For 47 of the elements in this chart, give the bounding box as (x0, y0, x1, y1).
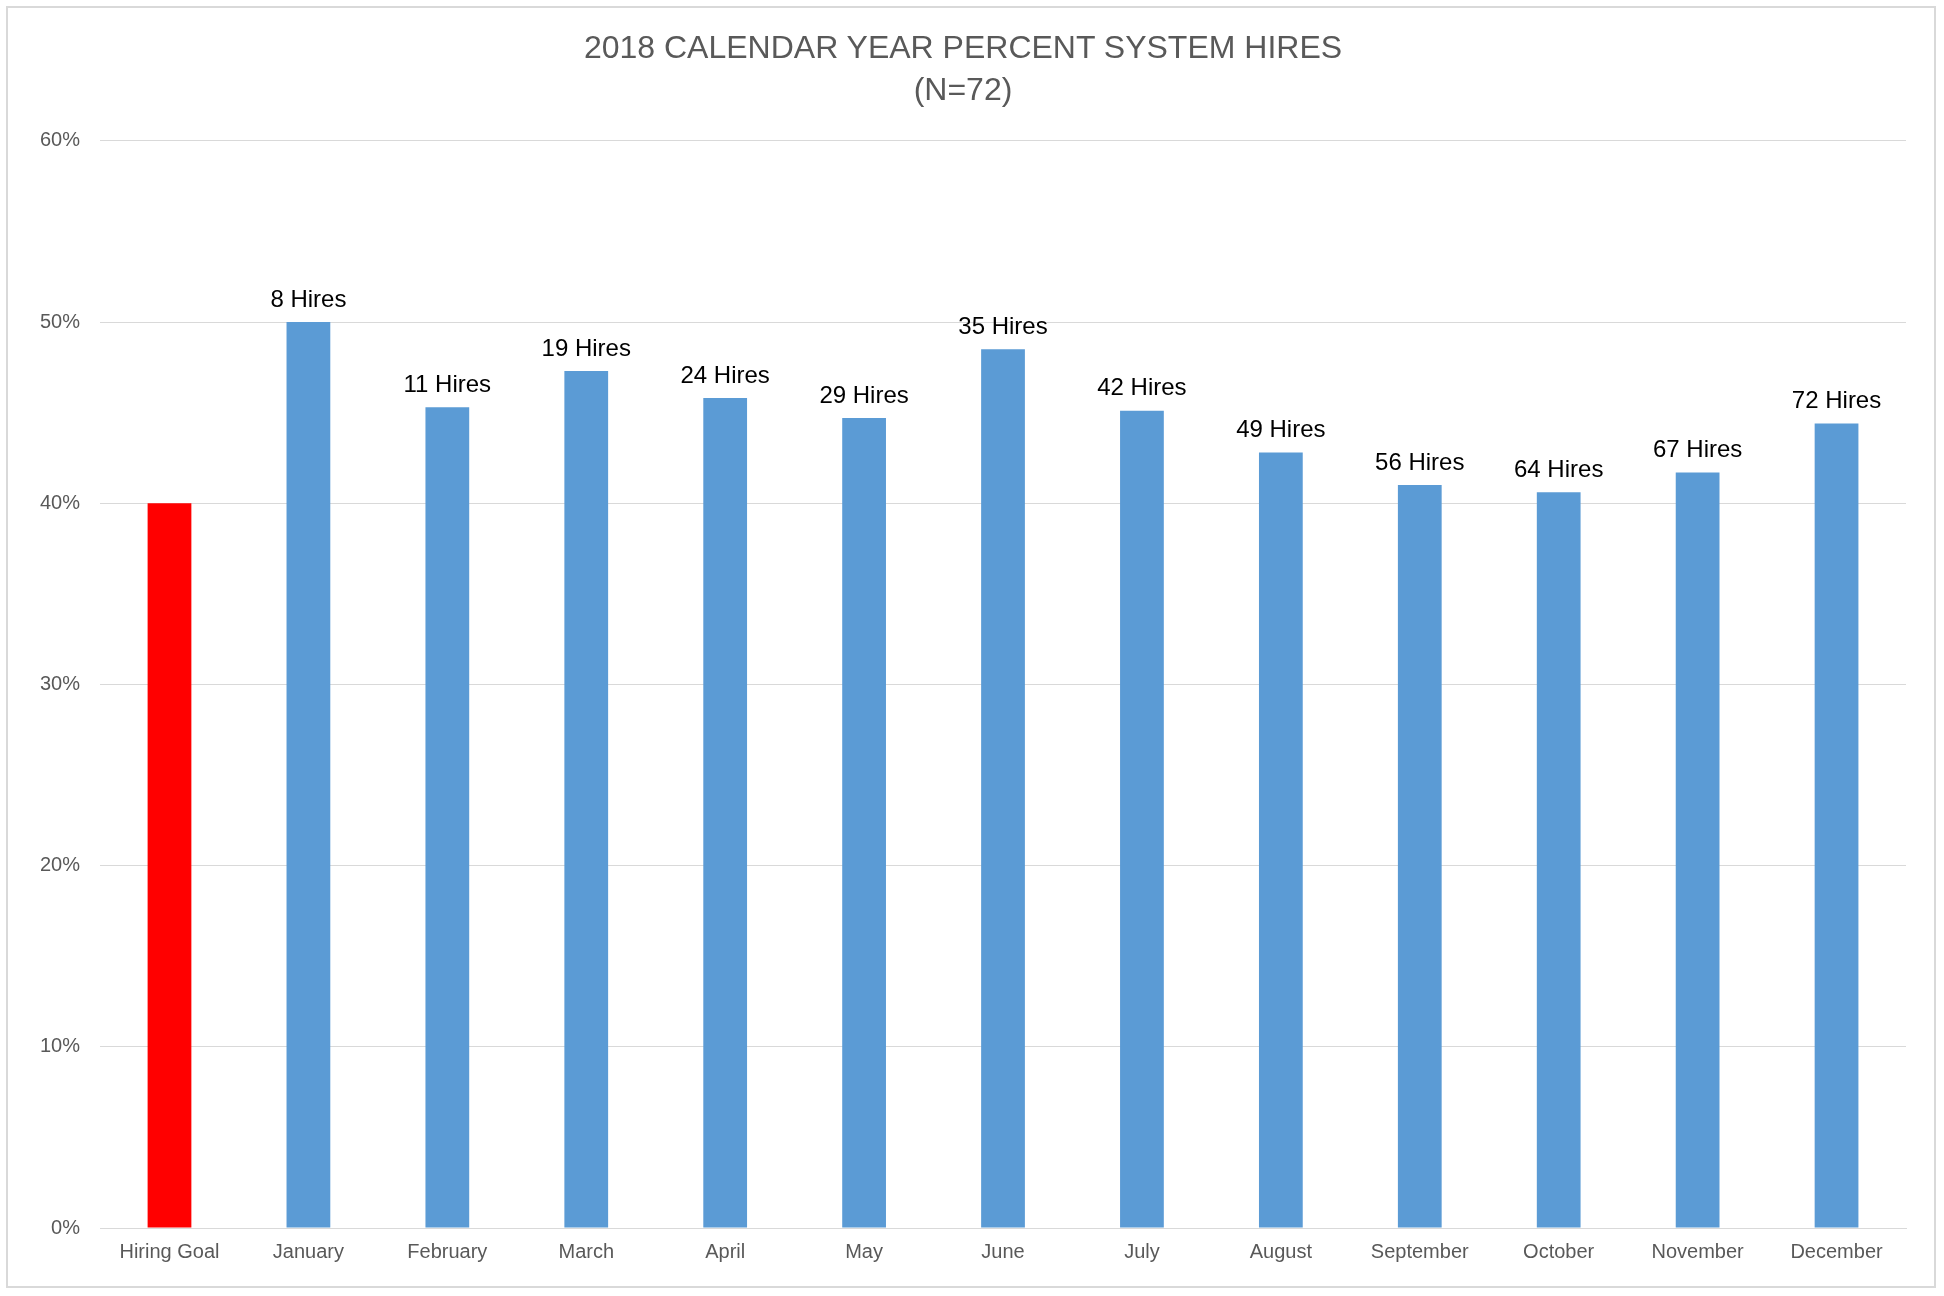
annotation: 64 Hires (1514, 454, 1604, 482)
bar (286, 322, 331, 1228)
y-tick-label: 20% (40, 853, 81, 876)
x-tick-label: February (407, 1239, 488, 1262)
y-tick-label: 30% (40, 671, 81, 694)
bar (147, 503, 192, 1228)
annotation: 8 Hires (270, 284, 347, 312)
annotation: 11 Hires (403, 369, 492, 397)
x-tick-label: August (1249, 1239, 1313, 1262)
annotation: 49 Hires (1236, 415, 1326, 443)
annotation: 72 Hires (1791, 386, 1882, 414)
y-tick-label: 50% (40, 309, 81, 332)
bar (1814, 423, 1859, 1228)
bar (564, 370, 609, 1228)
x-tick-label: July (1124, 1239, 1160, 1262)
x-tick-label: November (1651, 1239, 1745, 1262)
x-tick-label: March (558, 1239, 615, 1262)
bar (842, 418, 886, 1228)
bar (1258, 452, 1303, 1228)
annotation: 67 Hires (1652, 435, 1743, 463)
x-tick-label: September (1370, 1239, 1470, 1262)
y-tick-label: 10% (40, 1034, 81, 1057)
annotation: 24 Hires (680, 360, 770, 388)
bar (703, 398, 748, 1228)
x-tick-label: Hiring Goal (119, 1239, 220, 1262)
y-tick-label: 40% (40, 490, 81, 513)
bar (1397, 485, 1442, 1228)
chart-subtitle: (N=72) (913, 71, 1013, 108)
y-tick-label: 0% (51, 1215, 81, 1238)
annotation: 56 Hires (1375, 447, 1465, 475)
x-tick-label: May (845, 1239, 883, 1262)
x-tick-label: October (1523, 1239, 1595, 1262)
bar (1675, 472, 1720, 1228)
x-tick-label: December (1790, 1239, 1883, 1262)
bar (981, 349, 1025, 1228)
bar (425, 407, 470, 1228)
chart-title: 2018 CALENDAR YEAR PERCENT SYSTEM HIRES (583, 29, 1343, 66)
x-tick-label: January (272, 1239, 344, 1262)
annotation: 19 Hires (541, 333, 631, 361)
bar (1536, 492, 1581, 1228)
y-tick-label: 60% (40, 128, 81, 151)
x-tick-label: June (981, 1239, 1025, 1262)
bar (1120, 410, 1164, 1228)
annotation: 29 Hires (819, 380, 909, 408)
x-tick-label: April (705, 1239, 746, 1262)
annotation: 42 Hires (1097, 373, 1187, 401)
annotation: 35 Hires (958, 311, 1048, 339)
